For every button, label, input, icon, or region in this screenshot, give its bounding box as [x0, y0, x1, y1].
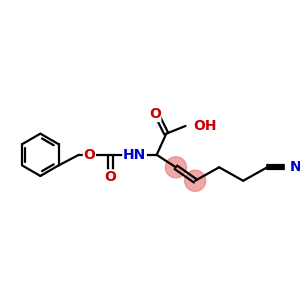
Text: N: N: [289, 160, 300, 174]
Circle shape: [184, 170, 206, 191]
Text: HN: HN: [123, 148, 146, 162]
Text: O: O: [83, 148, 95, 162]
Text: O: O: [149, 107, 161, 122]
Text: OH: OH: [193, 119, 217, 133]
Text: O: O: [105, 170, 116, 184]
Circle shape: [165, 157, 187, 178]
